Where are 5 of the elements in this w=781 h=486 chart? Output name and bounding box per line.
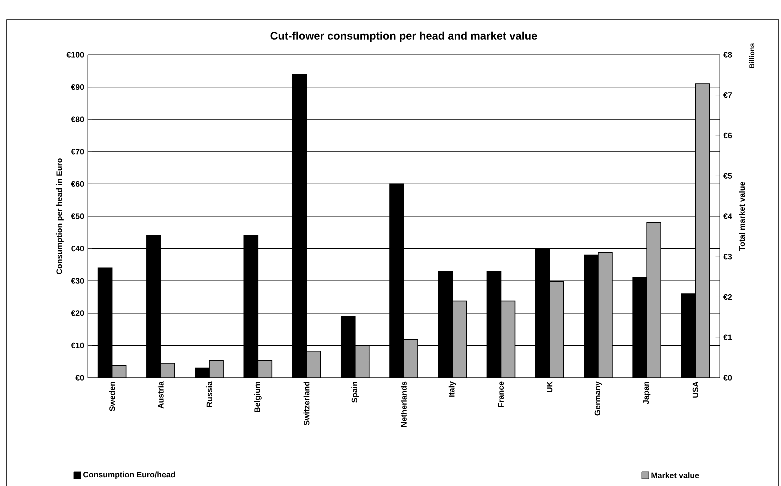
bar bbox=[695, 84, 710, 378]
bar bbox=[306, 350, 322, 378]
bar bbox=[404, 339, 418, 378]
bar bbox=[258, 360, 273, 378]
chart-title: Cut-flower consumption per head and market value bbox=[270, 32, 538, 42]
